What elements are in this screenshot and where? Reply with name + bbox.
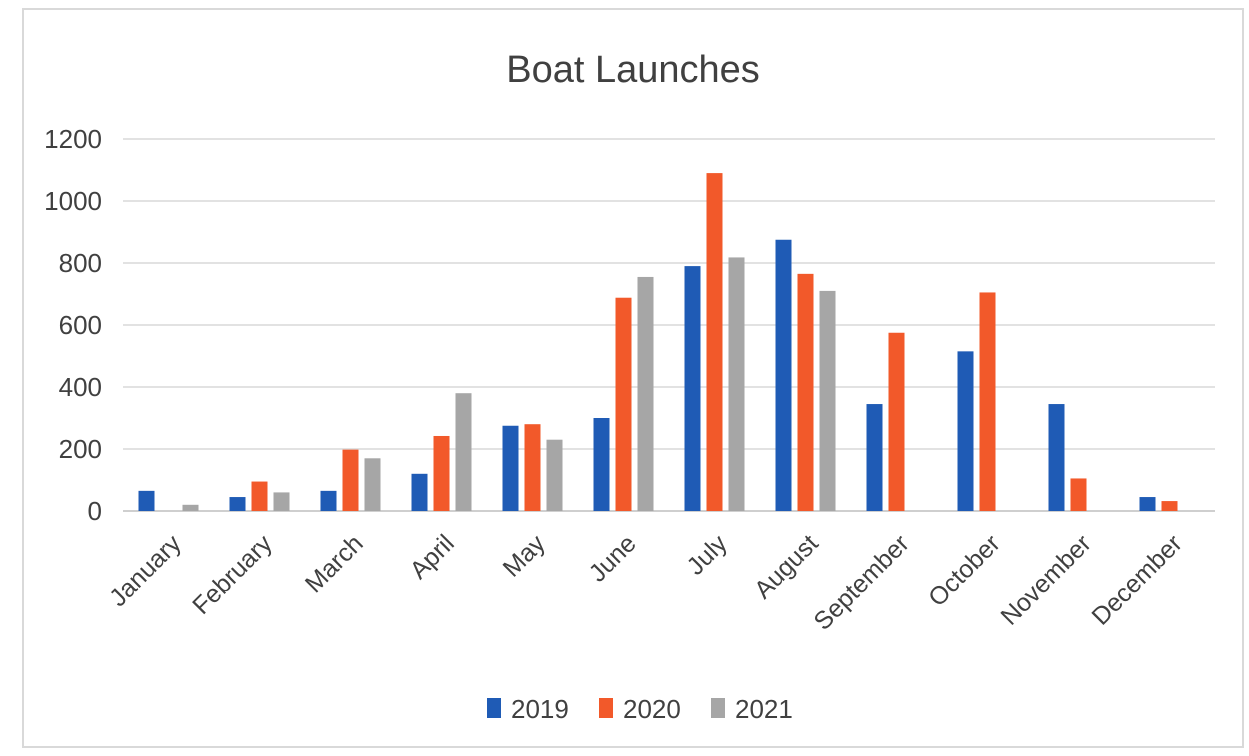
- bar-2020-december: [1161, 501, 1178, 511]
- y-tick-label: 1200: [44, 124, 102, 154]
- y-tick-label: 0: [88, 496, 102, 526]
- x-axis-labels: January February March April May June July Augu…: [104, 529, 1188, 636]
- gridlines: [123, 138, 1215, 512]
- bar-2020-september: [888, 332, 905, 511]
- x-tick-label: December: [1086, 529, 1187, 630]
- x-tick-label: February: [187, 529, 278, 620]
- bar-2020-june: [615, 297, 632, 511]
- bar-2019-may: [502, 425, 519, 511]
- bar-2020-november: [1070, 478, 1087, 511]
- bar-2021-april: [455, 393, 472, 511]
- bar-2019-september: [866, 404, 883, 511]
- x-tick-label: March: [300, 529, 369, 598]
- bar-2019-december: [1139, 497, 1156, 511]
- y-tick-label: 600: [59, 310, 102, 340]
- bar-2019-april: [411, 473, 428, 511]
- legend-swatch-2021: [711, 698, 725, 718]
- x-tick-label: September: [808, 529, 914, 635]
- y-axis-ticks: 0 200 400 600 800 1000 1200: [44, 124, 102, 526]
- bar-2021-may: [546, 439, 563, 511]
- bar-2019-june: [593, 418, 610, 511]
- legend-label-2021: 2021: [735, 694, 793, 724]
- bar-2021-july: [728, 257, 745, 511]
- y-tick-label: 400: [59, 372, 102, 402]
- x-tick-label: April: [405, 529, 460, 584]
- x-tick-label: July: [681, 529, 733, 581]
- bar-2021-march: [364, 458, 381, 511]
- bar-2021-february: [273, 492, 290, 511]
- bar-2020-august: [797, 273, 814, 511]
- bar-2019-august: [775, 239, 792, 511]
- bar-2019-february: [229, 497, 246, 511]
- legend: 2019 2020 2021: [487, 694, 793, 724]
- x-tick-label: June: [584, 529, 642, 587]
- bar-2019-march: [320, 490, 337, 511]
- y-tick-label: 200: [59, 434, 102, 464]
- bar-2020-july: [706, 173, 723, 511]
- legend-label-2019: 2019: [511, 694, 569, 724]
- bar-2019-november: [1048, 404, 1065, 511]
- bar-2020-october: [979, 292, 996, 511]
- bar-2021-january: [182, 504, 199, 511]
- chart-frame: [22, 8, 1244, 748]
- legend-label-2020: 2020: [623, 694, 681, 724]
- bar-2019-july: [684, 266, 701, 511]
- bars: [138, 173, 1178, 511]
- bar-2020-march: [342, 449, 359, 511]
- bar-2020-may: [524, 424, 541, 511]
- chart-title: Boat Launches: [506, 49, 760, 91]
- bar-2021-august: [819, 290, 836, 511]
- x-tick-label: May: [498, 529, 552, 583]
- y-tick-label: 800: [59, 248, 102, 278]
- bar-2019-january: [138, 490, 155, 511]
- bar-2019-october: [957, 351, 974, 511]
- legend-swatch-2019: [487, 698, 501, 718]
- bar-2021-june: [637, 276, 654, 511]
- x-tick-label: November: [995, 529, 1096, 630]
- bar-2020-april: [433, 435, 450, 511]
- bar-2020-february: [251, 481, 268, 511]
- x-tick-label: August: [749, 529, 824, 604]
- x-tick-label: January: [104, 529, 187, 612]
- legend-swatch-2020: [599, 698, 613, 718]
- y-tick-label: 1000: [44, 186, 102, 216]
- x-tick-label: October: [923, 529, 1006, 612]
